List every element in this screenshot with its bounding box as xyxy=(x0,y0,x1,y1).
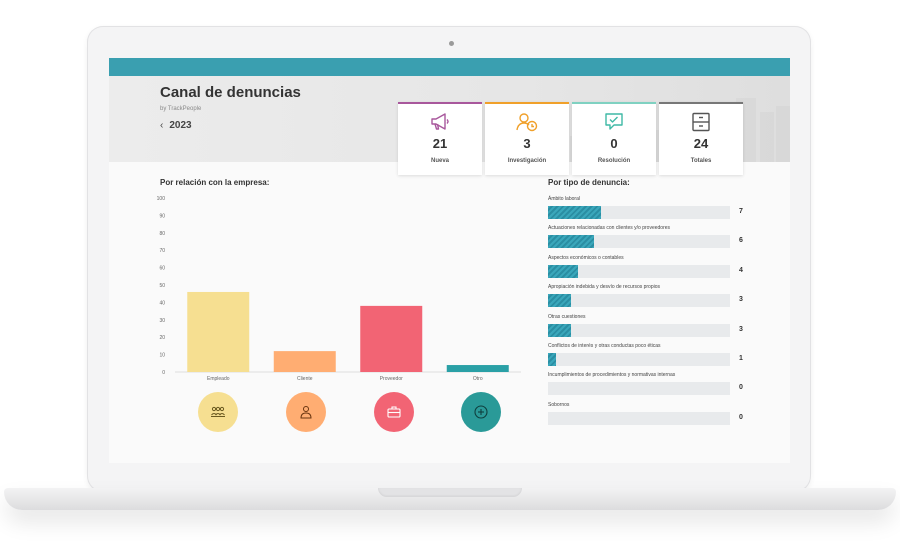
y-tick-label: 90 xyxy=(159,213,165,219)
stat-card-investigacion[interactable]: 3 Investigación xyxy=(485,102,569,175)
type-bar-track xyxy=(548,353,730,366)
type-bar-track xyxy=(548,206,730,219)
y-tick-label: 10 xyxy=(159,353,165,359)
type-bar-track xyxy=(548,382,730,396)
type-bar-track xyxy=(548,323,730,337)
plus-circle-icon xyxy=(474,405,488,419)
client-category-button[interactable] xyxy=(286,392,326,432)
app-screen: Canal de denuncias by TrackPeople ‹ 2023 … xyxy=(109,58,790,463)
stat-card-totales[interactable]: 24 Totales xyxy=(659,102,743,175)
type-label: Aspectos económicos o contables xyxy=(548,254,624,261)
type-bar-fill xyxy=(548,294,571,308)
type-label: Ámbito laboral xyxy=(548,196,580,202)
type-label: Conflictos de interés y otras conductas … xyxy=(548,343,661,349)
stat-label: Totales xyxy=(690,158,712,164)
other-category-button[interactable] xyxy=(461,392,501,432)
byline: by TrackPeople xyxy=(160,106,202,112)
y-tick-label: 20 xyxy=(159,335,165,341)
client-icon xyxy=(300,406,312,419)
y-tick-label: 40 xyxy=(159,300,165,306)
card-accent xyxy=(659,102,743,104)
laptop-notch xyxy=(378,488,522,497)
y-tick-label: 60 xyxy=(159,266,165,272)
type-section-title: Por tipo de denuncia: xyxy=(548,178,630,187)
type-item[interactable]: Apropiación indebida y desvío de recurso… xyxy=(548,284,768,313)
megaphone-icon xyxy=(431,113,449,130)
bar-otro[interactable] xyxy=(446,365,509,372)
chevron-left-icon[interactable]: ‹ xyxy=(160,120,164,131)
type-count: 6 xyxy=(739,237,743,245)
type-label: Incumplimientos de procedimientos y norm… xyxy=(548,372,676,379)
briefcase-icon xyxy=(387,406,401,418)
stat-value: 24 xyxy=(693,136,709,151)
top-bar xyxy=(109,58,790,76)
stat-label: Resolución xyxy=(597,158,631,164)
x-tick-label: Proveedor xyxy=(380,376,403,382)
x-tick-label: Empleado xyxy=(207,376,230,382)
type-item[interactable]: Incumplimientos de procedimientos y norm… xyxy=(548,372,768,401)
type-count: 0 xyxy=(739,384,743,392)
team-icon xyxy=(211,406,225,417)
bar-cliente[interactable] xyxy=(273,351,336,372)
card-accent xyxy=(572,102,656,104)
type-item[interactable]: Otras cuestiones 3 xyxy=(548,314,768,343)
type-bar-fill xyxy=(548,353,556,366)
supplier-category-button[interactable] xyxy=(374,392,414,432)
y-tick-label: 0 xyxy=(162,370,165,376)
y-tick-label: 70 xyxy=(159,248,165,254)
year-selector[interactable]: ‹ 2023 xyxy=(160,120,192,131)
type-count: 3 xyxy=(739,296,743,304)
camera-icon xyxy=(449,41,454,46)
stat-label: Nueva xyxy=(430,158,449,164)
y-tick-label: 80 xyxy=(159,231,165,237)
bar-proveedor[interactable] xyxy=(360,305,423,372)
stat-value: 0 xyxy=(610,136,618,151)
page-header: Canal de denuncias by TrackPeople ‹ 2023 … xyxy=(109,76,790,175)
type-bar-track xyxy=(548,235,730,249)
year-label: 2023 xyxy=(169,120,192,131)
page-title: Canal de denuncias xyxy=(160,84,301,101)
type-bar-track xyxy=(548,264,730,278)
type-bar-track xyxy=(548,411,730,425)
type-item[interactable]: Sobornos 0 xyxy=(548,402,768,431)
type-bar-fill xyxy=(548,323,571,337)
type-item[interactable]: Conflictos de interés y otras conductas … xyxy=(548,343,768,372)
type-count: 1 xyxy=(739,355,743,362)
type-label: Actuaciones relacionadas con clientes y/… xyxy=(548,225,671,232)
stat-card-resolucion[interactable]: 0 Resolución xyxy=(572,102,656,175)
type-item[interactable]: Ámbito laboral 7 xyxy=(548,196,768,225)
type-count: 3 xyxy=(739,325,743,333)
type-bar-track xyxy=(548,294,730,308)
stat-value: 3 xyxy=(523,136,531,151)
type-item[interactable]: Aspectos económicos o contables 4 xyxy=(548,255,768,284)
type-count: 0 xyxy=(739,413,743,421)
type-count: 7 xyxy=(739,208,743,215)
card-accent xyxy=(398,102,482,104)
type-item[interactable]: Actuaciones relacionadas con clientes y/… xyxy=(548,225,768,254)
bar-empleado[interactable] xyxy=(187,291,250,372)
user-clock-icon xyxy=(516,113,538,132)
y-tick-label: 50 xyxy=(159,283,165,289)
y-tick-label: 30 xyxy=(159,318,165,324)
relation-section-title: Por relación con la empresa: xyxy=(160,178,270,187)
x-tick-label: Cliente xyxy=(297,376,313,382)
type-count: 4 xyxy=(739,266,743,274)
stat-label: Investigación xyxy=(507,158,547,164)
type-label: Otras cuestiones xyxy=(548,313,586,320)
laptop-base xyxy=(4,488,896,510)
stat-card-nueva[interactable]: 21 Nueva xyxy=(398,102,482,175)
y-tick-label: 100 xyxy=(157,196,166,202)
type-label: Apropiación indebida y desvío de recurso… xyxy=(548,284,661,291)
type-bar-fill xyxy=(548,206,602,219)
archive-icon xyxy=(692,112,710,132)
team-category-button[interactable] xyxy=(198,392,238,432)
type-bar-fill xyxy=(548,235,594,249)
stat-value: 21 xyxy=(432,136,448,151)
relation-bar-chart: 0 10 20 30 40 50 60 70 80 90 100 Empleado Cliente Pro… xyxy=(157,196,521,382)
x-tick-label: Otro xyxy=(473,376,483,382)
chat-check-icon xyxy=(605,113,623,130)
type-bar-fill xyxy=(548,264,579,278)
card-accent xyxy=(485,102,569,104)
type-label: Sobornos xyxy=(548,401,570,408)
